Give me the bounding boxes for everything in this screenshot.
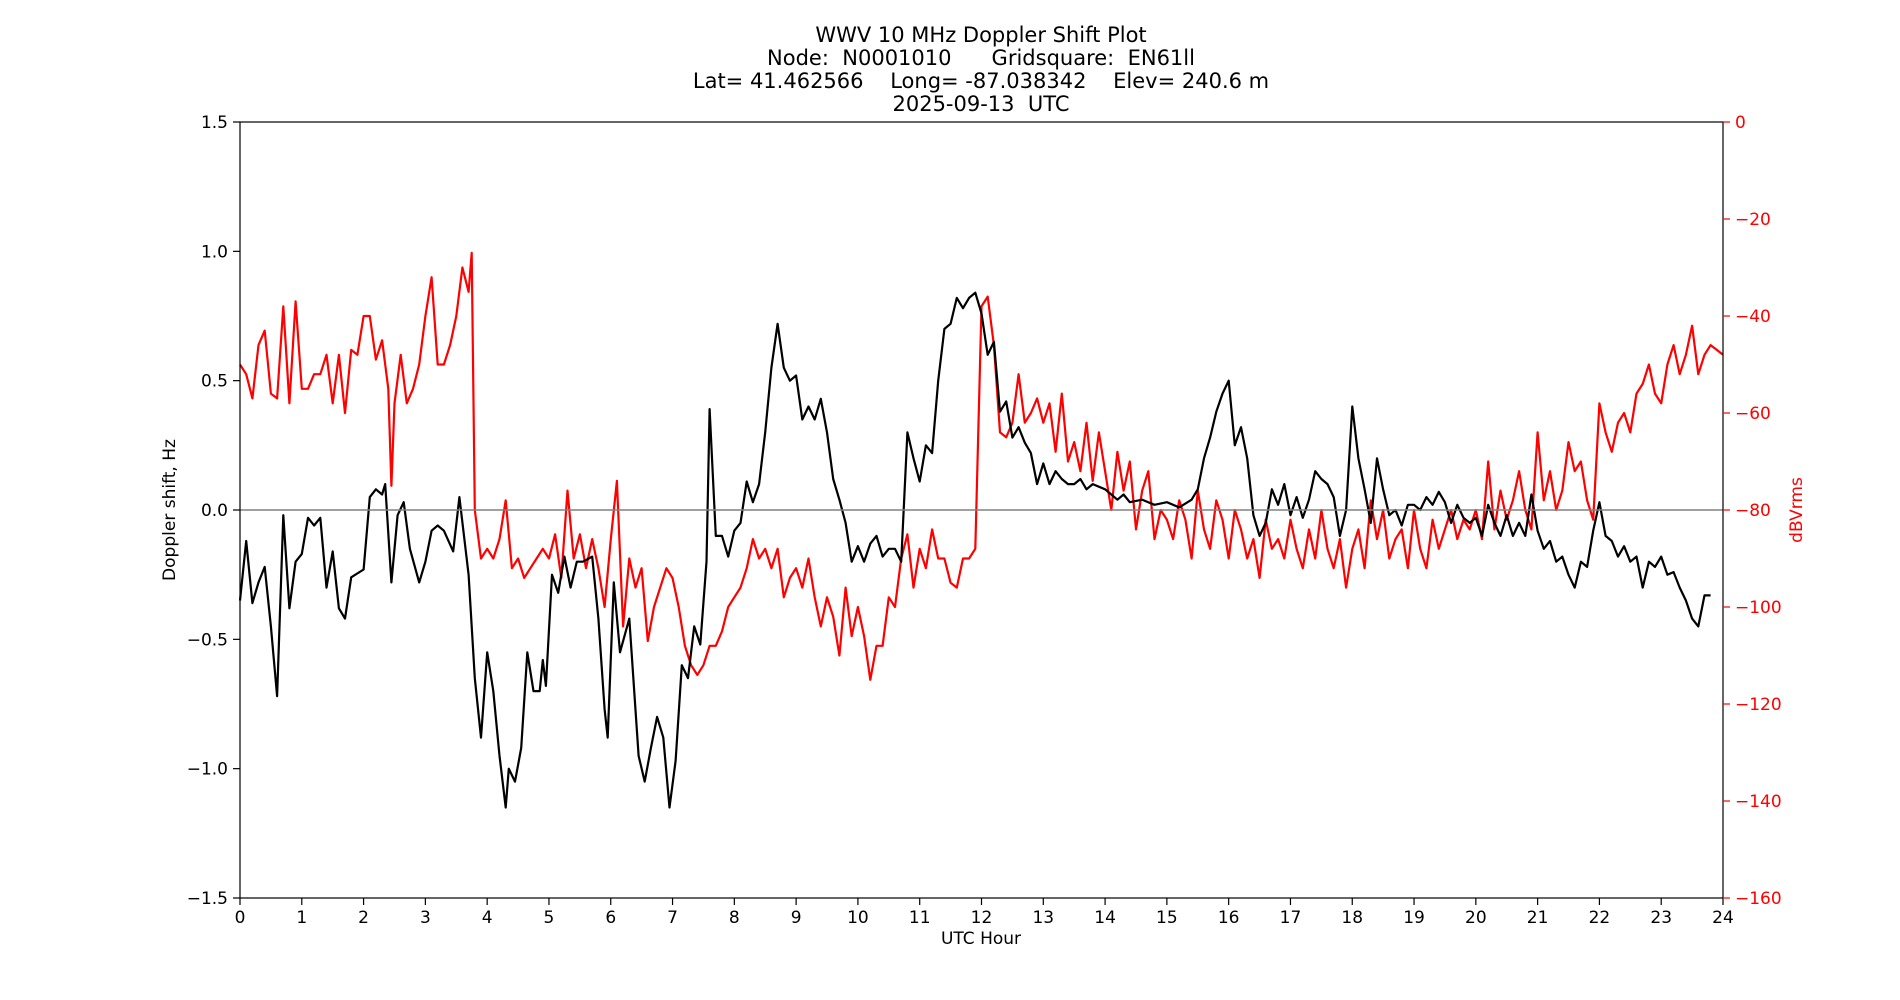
left-tick-label: 0.5 [201, 372, 228, 392]
right-y-axis: 0 −20 −40 −60 −80 −100 −120 −140 −160 [1723, 113, 1782, 909]
right-tick-label: 0 [1735, 113, 1746, 133]
series-layer [238, 251, 1724, 809]
right-tick-label: −60 [1735, 404, 1771, 424]
x-tick-label: 16 [1218, 908, 1240, 928]
right-tick-label: −120 [1735, 695, 1782, 715]
x-tick-label: 24 [1712, 908, 1734, 928]
x-tick-label: 14 [1094, 908, 1116, 928]
x-tick-label: 0 [235, 908, 246, 928]
left-tick-label: 0.0 [201, 501, 228, 521]
x-tick-label: 20 [1465, 908, 1487, 928]
left-tick-label: 1.5 [201, 113, 228, 133]
right-tick-label: −100 [1735, 598, 1782, 618]
x-tick-label: 6 [605, 908, 616, 928]
x-axis: 0 1 2 3 4 5 6 7 8 9 10 11 12 13 14 15 16 17 18 19 20 21 22 23 24 [235, 898, 1734, 928]
x-tick-label: 11 [909, 908, 931, 928]
x-tick-label: 22 [1589, 908, 1611, 928]
left-tick-label: −1.5 [187, 889, 228, 909]
left-y-axis: −1.5 −1.0 −0.5 0.0 0.5 1.0 1.5 [187, 113, 240, 909]
x-tick-label: 9 [791, 908, 802, 928]
series-line-doppler [238, 291, 1711, 809]
x-tick-label: 19 [1403, 908, 1425, 928]
chart-title-line-3: Lat= 41.462566 Long= -87.038342 Elev= 24… [693, 69, 1269, 93]
right-tick-label: −140 [1735, 792, 1782, 812]
x-tick-label: 8 [729, 908, 740, 928]
right-tick-label: −40 [1735, 307, 1771, 327]
x-tick-label: 21 [1527, 908, 1549, 928]
x-tick-label: 12 [971, 908, 993, 928]
x-axis-label: UTC Hour [941, 929, 1021, 949]
left-tick-label: −0.5 [187, 630, 228, 650]
right-tick-label: −80 [1735, 501, 1771, 521]
right-y-axis-label: dBVrms [1787, 477, 1807, 543]
x-tick-label: 10 [847, 908, 869, 928]
right-tick-label: −160 [1735, 889, 1782, 909]
x-tick-label: 3 [420, 908, 431, 928]
left-tick-label: −1.0 [187, 760, 228, 780]
x-tick-label: 7 [667, 908, 678, 928]
x-tick-label: 2 [358, 908, 369, 928]
right-tick-label: −20 [1735, 210, 1771, 230]
x-tick-label: 1 [296, 908, 307, 928]
x-tick-label: 13 [1032, 908, 1054, 928]
x-tick-label: 4 [482, 908, 493, 928]
x-tick-label: 15 [1156, 908, 1178, 928]
x-tick-label: 5 [544, 908, 555, 928]
chart-title-line-1: WWV 10 MHz Doppler Shift Plot [815, 23, 1146, 47]
left-y-axis-label: Doppler shift, Hz [160, 439, 180, 581]
x-tick-label: 17 [1280, 908, 1302, 928]
series-line-power [239, 251, 1724, 681]
chart-title-line-2: Node: N0001010 Gridsquare: EN61ll [767, 46, 1195, 70]
x-tick-label: 18 [1341, 908, 1363, 928]
x-tick-label: 23 [1650, 908, 1672, 928]
left-tick-label: 1.0 [201, 242, 228, 262]
chart-title-line-4: 2025-09-13 UTC [892, 92, 1069, 116]
